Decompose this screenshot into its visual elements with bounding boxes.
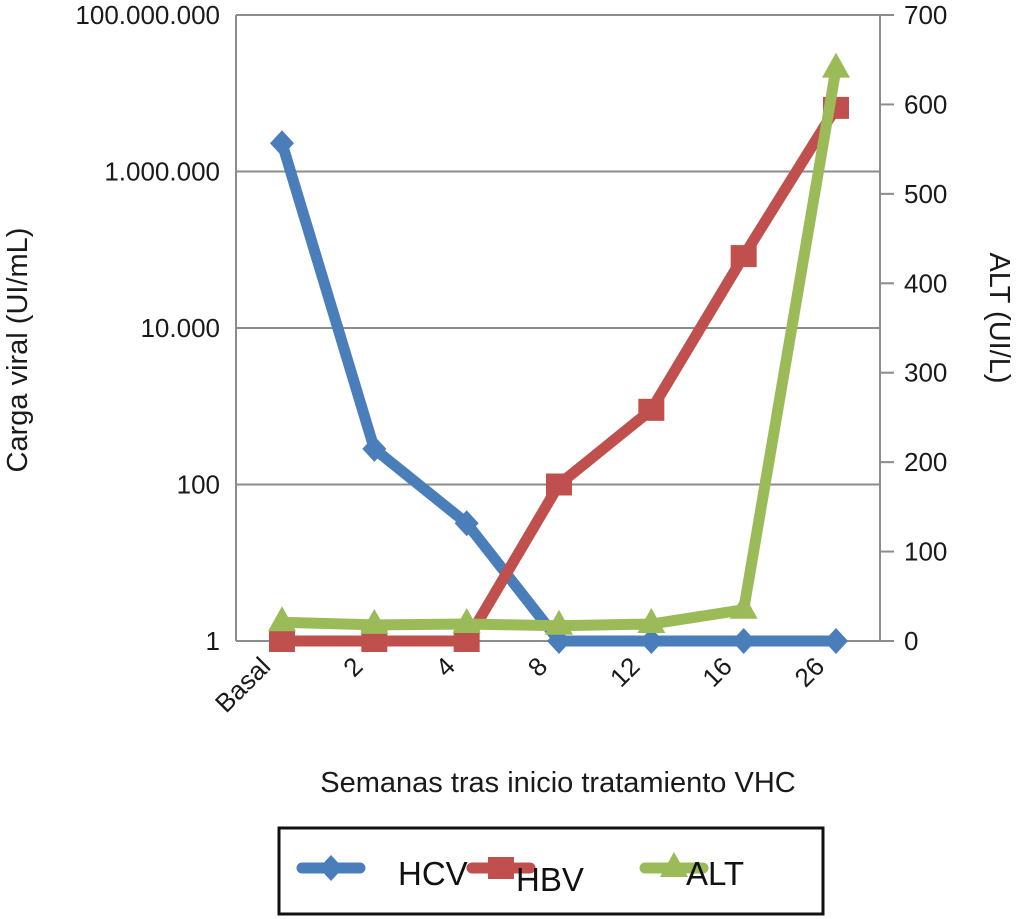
series-hbv — [269, 96, 849, 652]
legend-item-hcv: HCV — [296, 855, 468, 892]
data-point-diamond — [639, 628, 664, 654]
legend-item-alt: ALT — [639, 852, 744, 892]
gridlines — [236, 14, 880, 486]
y2-tick-label: 400 — [904, 268, 947, 298]
y-axis-title: Carga viral (UI/mL) — [2, 228, 34, 473]
data-point-diamond — [824, 628, 848, 654]
legend-label: HCV — [398, 855, 468, 892]
data-point-square — [361, 630, 388, 652]
x-tick-label: 4 — [429, 651, 460, 682]
x-tick-label: 16 — [696, 651, 738, 693]
data-point-triangle — [452, 608, 481, 634]
data-point-square — [638, 398, 665, 421]
series-line — [276, 63, 842, 632]
data-point-triangle — [822, 52, 850, 78]
y2-tick-label: 700 — [904, 0, 947, 30]
y2-tick-label: 600 — [904, 89, 947, 119]
legend-label: ALT — [686, 855, 744, 892]
y2-tick-label: 0 — [904, 626, 918, 656]
legend-label: HBV — [516, 861, 584, 898]
y-tick-label: 1 — [206, 626, 220, 656]
x-axis-title: Semanas tras inicio tratamiento VHC — [320, 767, 795, 799]
legend-item-hbv: HBV — [466, 857, 584, 898]
data-point-triangle — [660, 852, 688, 877]
y2-tick-label: 300 — [904, 358, 947, 388]
x-tick-label: 2 — [337, 651, 368, 682]
data-point-triangle — [360, 608, 389, 634]
series-alt — [268, 52, 850, 635]
data-point-square — [488, 857, 514, 879]
x-tick-label: 26 — [789, 651, 831, 693]
y-tick-label: 100 — [177, 470, 220, 500]
data-point-square — [453, 630, 480, 652]
y2-tick-label: 500 — [904, 179, 947, 209]
right-axis-ticks: 0 100 200 300 400 500 600 700 — [880, 0, 947, 656]
x-axis-ticks: Basal 2 4 8 12 16 26 — [209, 651, 830, 718]
x-tick-label: 8 — [522, 651, 553, 682]
data-point-diamond — [731, 628, 756, 654]
data-point-triangle — [729, 593, 758, 619]
data-point-diamond — [270, 130, 294, 157]
series-layer — [268, 52, 850, 654]
data-point-square — [546, 473, 572, 496]
data-point-triangle — [637, 608, 666, 634]
data-point-diamond — [319, 855, 343, 881]
y2-tick-label: 200 — [904, 447, 947, 477]
left-axis-ticks: 1 100 10.000 1.000.000 100.000.000 — [75, 0, 220, 656]
data-point-diamond — [362, 435, 387, 462]
y2-axis-title: ALT (UI/L) — [983, 252, 1015, 383]
y-tick-label: 1.000.000 — [104, 157, 220, 187]
data-point-diamond — [454, 510, 479, 537]
data-point-square — [730, 245, 757, 268]
x-tick-label: 12 — [604, 651, 646, 693]
legend: HCV HBV ALT — [277, 826, 825, 916]
data-point-triangle — [268, 606, 296, 632]
x-tick-label: Basal — [209, 651, 276, 718]
legend-box — [277, 826, 825, 916]
data-point-triangle — [545, 609, 573, 635]
y-tick-label: 10.000 — [140, 313, 220, 343]
data-point-square — [269, 630, 295, 652]
y-tick-label: 100.000.000 — [75, 0, 220, 30]
y2-tick-label: 100 — [904, 537, 947, 567]
series-hcv — [270, 130, 848, 654]
